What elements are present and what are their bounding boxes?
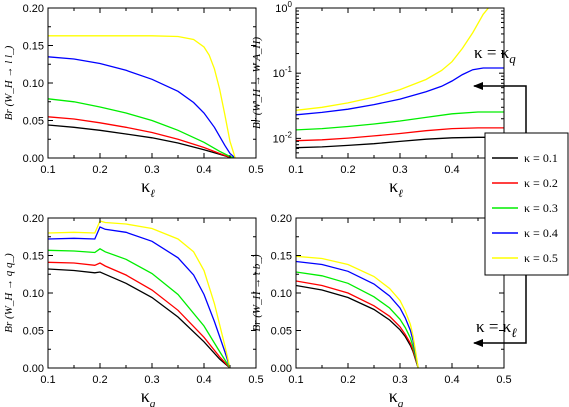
series-line-4 (296, 67, 504, 116)
legend-label-5: κ = 0.5 (524, 251, 558, 265)
x-tick-label: 0.3 (144, 374, 159, 386)
x-tick-label: 0.1 (288, 164, 303, 176)
legend-label-3: κ = 0.3 (524, 201, 558, 215)
y-tick-label: 0.10 (271, 288, 292, 300)
x-tick-label: 0.3 (392, 374, 407, 386)
arrow-top-label: κ = κq (474, 43, 516, 66)
arrow-bottom-line (473, 275, 527, 347)
series-line-4 (48, 226, 231, 368)
series-line-3 (48, 248, 231, 368)
x-axis-label: κℓ (141, 176, 155, 200)
x-tick-label: 0.5 (248, 374, 263, 386)
panel-top-right-chart: 0.1 0.2 0.3 0.4 0.5 10-2 10-1 100 κℓ Br (W_H → W … (251, 0, 512, 200)
series-group (296, 255, 419, 368)
y-tick-label: 0.15 (23, 251, 44, 263)
x-tick-label: 0.4 (196, 374, 211, 386)
plot-frame (295, 7, 505, 159)
legend-label-1: κ = 0.1 (524, 151, 558, 165)
x-tick-label: 0.2 (92, 374, 107, 386)
x-tick-label: 0.5 (248, 164, 263, 176)
arrow-top-line (473, 82, 527, 133)
panel-top-left-chart: 0.1 0.2 0.3 0.4 0.5 0.00 0.05 0.10 0.15 0.20 κℓ Br … (3, 3, 264, 200)
series-line-4 (48, 56, 236, 158)
y-tick-label: 0.00 (271, 363, 292, 375)
arrow-top: κ = κq (473, 43, 527, 133)
y-axis-label: Br (W_H → l l_) (3, 45, 15, 120)
y-tick-label: 0.10 (23, 78, 44, 90)
y-tick-label: 0.05 (23, 116, 44, 128)
legend-box (484, 132, 569, 276)
x-tick-label: 0.3 (392, 164, 407, 176)
x-tick-label: 0.1 (40, 374, 55, 386)
x-tick-label: 0.5 (496, 374, 511, 386)
x-axis-label: κℓ (389, 176, 403, 200)
y-tick-label: 100 (275, 0, 292, 15)
arrow-bottom: κ = κℓ (473, 275, 527, 347)
series-line-3 (48, 98, 236, 158)
x-tick-label: 0.4 (444, 374, 459, 386)
legend-label-2: κ = 0.2 (524, 176, 558, 190)
y-tick-label: 0.15 (271, 251, 292, 263)
series-line-5 (296, 255, 419, 368)
y-tick-label: 0.00 (23, 363, 44, 375)
series-line-3 (296, 111, 504, 131)
y-tick-label: 0.20 (23, 213, 44, 225)
series-group (296, 8, 504, 149)
series-line-4 (296, 260, 419, 368)
y-axis-label: Br (W_H → t b_) (251, 254, 263, 331)
series-group (48, 35, 236, 158)
y-tick-label: 0.15 (23, 41, 44, 53)
x-axis-label: κq (389, 386, 404, 407)
series-line-5 (296, 8, 489, 111)
series-line-2 (48, 116, 236, 158)
x-tick-label: 0.2 (340, 374, 355, 386)
y-tick-label: 0.00 (23, 153, 44, 165)
y-axis-label: Br (W_H → q q_) (3, 253, 15, 333)
y-tick-label: 0.20 (23, 3, 44, 15)
x-axis-label: κq (141, 386, 156, 407)
series-line-1 (296, 136, 504, 149)
series-line-1 (48, 268, 231, 368)
x-tick-label: 0.1 (288, 374, 303, 386)
series-line-5 (48, 220, 231, 368)
series-line-2 (296, 127, 504, 142)
y-tick-label: 0.05 (271, 326, 292, 338)
series-line-3 (296, 271, 419, 368)
x-tick-label: 0.4 (444, 164, 459, 176)
panel-bottom-right-chart: 0.1 0.2 0.3 0.4 0.5 0.00 0.05 0.10 0.15 0.20 κq Br … (251, 213, 512, 407)
plot-frame (47, 7, 257, 159)
series-line-2 (296, 280, 419, 368)
panel-bottom-left-chart: 0.1 0.2 0.3 0.4 0.5 0.00 0.05 0.10 0.15 0.20 κq Br … (3, 213, 264, 407)
plot-frame (295, 217, 505, 369)
legend-label-4: κ = 0.4 (524, 226, 558, 240)
x-tick-label: 0.1 (40, 164, 55, 176)
arrow-bottom-label: κ = κℓ (476, 317, 517, 340)
x-tick-label: 0.2 (340, 164, 355, 176)
y-tick-label: 0.10 (23, 288, 44, 300)
y-tick-label: 10-2 (273, 130, 293, 145)
series-group (48, 220, 231, 368)
series-line-2 (48, 261, 231, 368)
x-tick-label: 0.4 (196, 164, 211, 176)
legend: κ = 0.1 κ = 0.2 κ = 0.3 κ = 0.4 κ = 0.5 (484, 132, 569, 276)
y-tick-label: 10-1 (273, 65, 293, 80)
x-tick-label: 0.2 (92, 164, 107, 176)
series-line-5 (48, 35, 236, 158)
y-tick-label: 0.05 (23, 326, 44, 338)
x-tick-label: 0.3 (144, 164, 159, 176)
y-tick-label: 0.20 (271, 213, 292, 225)
y-axis-label: Br (W_H → W A_H) (251, 37, 263, 129)
